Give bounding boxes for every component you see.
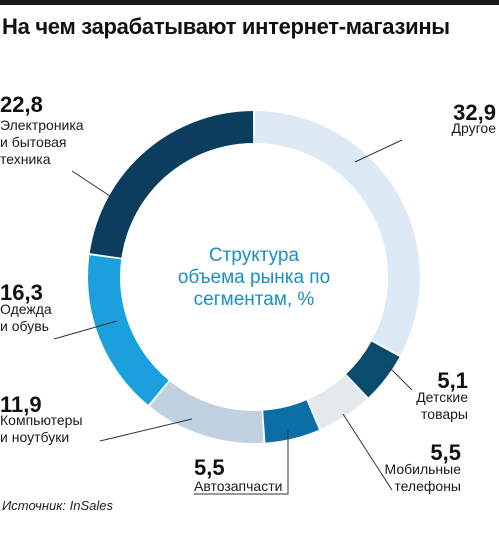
category-label-мобильные-телефоны-line-2: телефоны [394, 478, 461, 494]
category-label-компьютеры-и-ноутбуки-line-2: и ноутбуки [0, 429, 69, 445]
leader-line-одежда-и-обувь [53, 320, 118, 340]
value-label-другое: 32,9 [453, 100, 496, 125]
value-label-одежда-и-обувь: 16,3 [0, 280, 43, 305]
slice-компьютеры-и-ноутбуки [149, 381, 264, 443]
leader-line-мобильные-телефоны [342, 413, 393, 491]
value-label-мобильные-телефоны: 5,5 [430, 440, 461, 465]
category-label-компьютеры-и-ноутбуки-line-1: Компьютеры [0, 412, 83, 428]
slice-мобильные-телефоны [307, 375, 367, 429]
value-label-электроника-и-бытовая-техника: 22,8 [0, 92, 43, 117]
category-label-мобильные-телефоны-line-1: Мобильные [385, 461, 462, 477]
leader-line-другое [354, 139, 403, 163]
category-label-детские-товары-line-1: Детские [416, 389, 468, 405]
slice-одежда-и-обувь [88, 255, 169, 405]
category-label-детские-товары-line-2: товары [421, 406, 468, 422]
slice-автозапчасти [263, 400, 320, 443]
slice-детские-товары [346, 341, 400, 398]
leader-line-детские-товары [387, 365, 413, 391]
category-label-одежда-и-обувь-line-1: Одежда [0, 301, 52, 317]
category-label-одежда-и-обувь-line-2: и обувь [0, 318, 49, 334]
category-label-автозапчасти-line-1: Автозапчасти [194, 478, 282, 494]
leader-line-автозапчасти [194, 430, 289, 495]
top-rule [0, 0, 499, 5]
leader-line-компьютеры-и-ноутбуки [99, 418, 193, 442]
value-label-автозапчасти: 5,5 [194, 455, 225, 480]
source-note: Источник: InSales [2, 498, 113, 513]
slice-другое [254, 111, 420, 356]
center-label-line-3: сегментам, % [194, 289, 315, 310]
chart-title: На чем зарабатывают интернет-магазины [2, 14, 450, 39]
center-label-line-1: Структура [209, 245, 300, 266]
value-label-детские-товары: 5,1 [437, 368, 468, 393]
category-label-другое-line-1: Другое [452, 120, 497, 136]
center-label-line-2: объема рынка по [178, 267, 330, 288]
leader-line-электроника-и-бытовая-техника [71, 170, 111, 197]
slice-электроника-и-бытовая-техника [89, 111, 254, 258]
value-label-компьютеры-и-ноутбуки: 11,9 [0, 392, 42, 417]
category-label-электроника-и-бытовая-техника-line-1: Электроника [0, 117, 84, 133]
category-label-электроника-и-бытовая-техника-line-3: техника [0, 151, 51, 167]
category-label-электроника-и-бытовая-техника-line-2: и бытовая [0, 134, 66, 150]
